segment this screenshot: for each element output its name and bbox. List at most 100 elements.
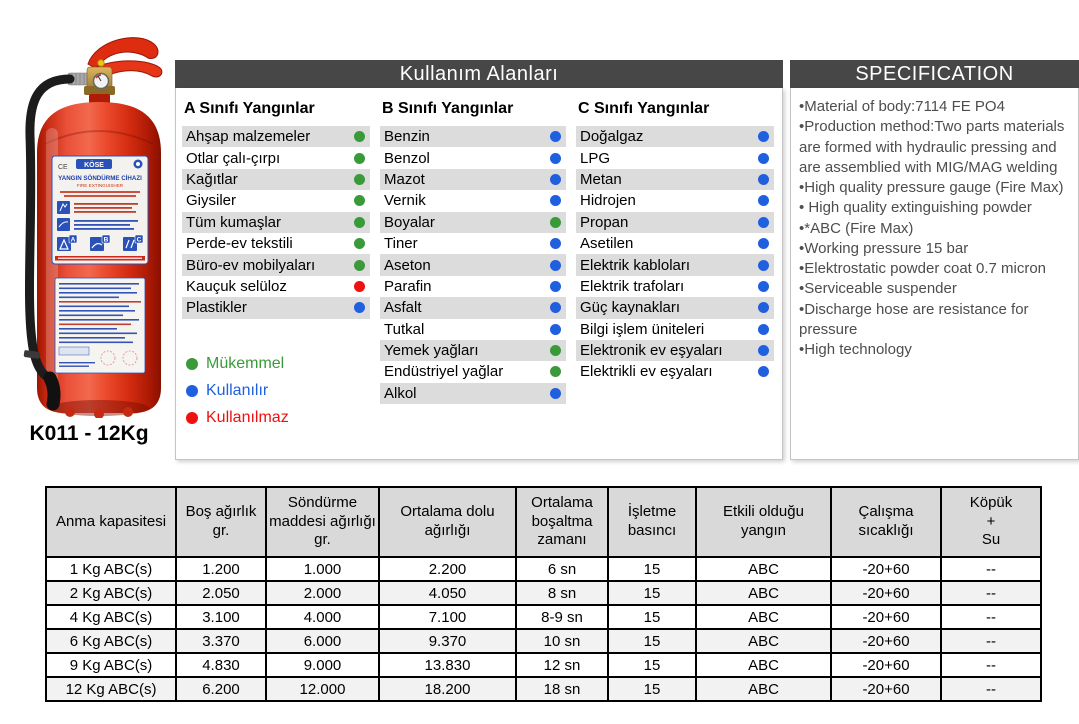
usage-item: Tüm kumaşlar [182,211,370,233]
table-row: 4 Kg ABC(s) 3.100 4.000 7.100 8-9 sn 15 … [45,604,1042,630]
usage-item: Doğalgaz [576,126,774,148]
usage-item: Plastikler [182,297,370,319]
specification-line: •Elektrostatic powder coat 0.7 micron [799,260,1047,277]
cell-capacity: 4 Kg ABC(s) [45,604,177,630]
usage-item: Metan [576,168,774,191]
cell-capacity: 9 Kg ABC(s) [45,652,177,678]
usage-item: Tiner [380,233,566,254]
usage-item-label: Elektrikli ev eşyaları [580,363,713,381]
cell-discharge-time: 6 sn [515,556,609,582]
cell-full-weight: 7.100 [378,604,517,630]
status-dot [758,173,769,185]
cell-foam-water: -- [940,604,1042,630]
class-b-heading: B Sınıfı Yangınlar [382,100,514,117]
usage-item: Parafin [380,276,566,297]
table-row: 2 Kg ABC(s) 2.050 2.000 4.050 8 sn 15 AB… [45,580,1042,606]
usage-item: Asfalt [380,297,566,319]
col-header-bos-agirlik: Boş ağırlık gr. [175,486,267,558]
legend-label: Kullanılmaz [206,408,289,426]
extinguisher-valve [67,66,115,104]
status-dot [550,345,561,357]
status-dot [758,302,769,314]
legend-dot [186,357,198,370]
usage-item-label: Ahşap malzemeler [186,128,311,146]
usage-item: Benzin [380,126,566,148]
class-c-pictogram: C [123,234,144,251]
usage-item: Boyalar [380,211,566,233]
specification-line: •Material of body:7114 FE PO4 [799,98,1005,115]
specification-line: •High technology [799,341,912,358]
usage-item-label: Otlar çalı-çırpı [186,149,281,167]
cell-agent-weight: 2.000 [265,580,380,606]
specification-line: •*ABC (Fire Max) [799,219,914,237]
usage-item-label: Büro-ev mobilyaları [186,256,316,274]
status-dot [758,195,769,207]
class-a-pictogram: A [57,234,78,251]
capacity-table: Anma kapasitesi Boş ağırlık gr. Söndürme… [45,486,1042,702]
usage-item-label: Hidrojen [580,192,636,210]
usage-item-label: Boyalar [384,213,435,231]
status-dot [550,387,561,399]
cell-full-weight: 2.200 [378,556,517,582]
hose-nozzle [43,371,61,411]
cell-foam-water: -- [940,628,1042,654]
svg-text:B: B [104,237,109,244]
legend-item: Kullanılmaz [186,409,370,427]
cell-pressure: 15 [607,556,697,582]
fire-extinguisher-image: CE KÖSE YANGIN SÖNDÜRME CİHAZI FIRE EXTI… [0,6,178,419]
status-dot [550,302,561,314]
status-dot [354,259,365,271]
cell-pressure: 15 [607,604,697,630]
usage-item: Elektrik kabloları [576,254,774,276]
usage-item-label: Tüm kumaşlar [186,213,282,231]
usage-item-label: Güç kaynakları [580,299,681,317]
cell-fire-class: ABC [695,604,832,630]
cell-empty-weight: 1.200 [175,556,267,582]
table-row: 6 Kg ABC(s) 3.370 6.000 9.370 10 sn 15 A… [45,628,1042,654]
discharge-hose [23,74,75,411]
status-dot [550,173,561,185]
cell-full-weight: 9.370 [378,628,517,654]
usage-item-label: Kağıtlar [186,170,238,188]
class-c-heading: C Sınıfı Yangınlar [578,100,710,117]
usage-item-label: Metan [580,170,622,188]
extinguisher-handle [87,37,163,82]
cell-foam-water: -- [940,556,1042,582]
status-dot [550,216,561,228]
usage-item: Perde-ev tekstili [182,233,370,254]
status-dot [758,323,769,335]
usage-item-label: Giysiler [186,192,237,210]
usage-item: Alkol [380,382,566,405]
usage-item: Kağıtlar [182,168,370,191]
specification-panel: SPECIFICATION •Material of body:7114 FE … [790,60,1079,460]
usage-item: Kauçuk selüloz [182,276,370,297]
usage-item: Vernik [380,190,566,211]
usage-item-label: Kauçuk selüloz [186,277,287,295]
cell-pressure: 15 [607,580,697,606]
specification-line: •High quality pressure gauge (Fire Max) [799,179,1064,196]
usage-panel-body: A Sınıfı Yangınlar Ahşap malzemeler Otla… [175,88,783,460]
cell-fire-class: ABC [695,652,832,678]
cell-temperature: -20+60 [830,628,942,654]
status-dot [550,238,561,250]
table-row: 9 Kg ABC(s) 4.830 9.000 13.830 12 sn 15 … [45,652,1042,678]
specification-title: SPECIFICATION [790,60,1079,88]
usage-item-label: Mazot [384,170,425,188]
usage-item: Ahşap malzemeler [182,126,370,148]
specification-line: •Production method:Two parts materials a… [799,118,1065,176]
cell-capacity: 1 Kg ABC(s) [45,556,177,582]
usage-item: LPG [576,147,774,168]
status-dot [758,366,769,378]
cell-empty-weight: 4.830 [175,652,267,678]
legend-item: Kullanılır [186,382,370,400]
class-a-heading: A Sınıfı Yangınlar [184,100,315,117]
status-dot [354,280,365,292]
usage-item: Güç kaynakları [576,297,774,319]
cell-temperature: -20+60 [830,652,942,678]
cell-foam-water: -- [940,676,1042,702]
col-header-bosaltma-zamani: Ortalama boşaltma zamanı [515,486,609,558]
usage-item-label: Vernik [384,192,426,210]
usage-item: Bilgi işlem üniteleri [576,319,774,340]
usage-item-label: LPG [580,149,611,167]
cell-empty-weight: 2.050 [175,580,267,606]
